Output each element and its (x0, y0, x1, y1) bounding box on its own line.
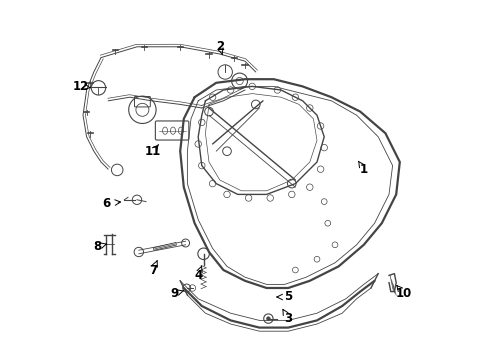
Text: 10: 10 (395, 287, 412, 300)
Text: 9: 9 (171, 287, 179, 300)
Circle shape (267, 317, 270, 320)
Text: 8: 8 (93, 240, 101, 253)
Text: 6: 6 (102, 197, 111, 210)
Text: 11: 11 (145, 145, 161, 158)
Text: 2: 2 (216, 40, 224, 53)
Text: 12: 12 (73, 80, 89, 93)
Text: 4: 4 (194, 269, 202, 282)
Text: 3: 3 (284, 312, 292, 325)
Text: 1: 1 (360, 163, 368, 176)
Text: 7: 7 (149, 264, 157, 276)
Text: 5: 5 (284, 291, 293, 303)
